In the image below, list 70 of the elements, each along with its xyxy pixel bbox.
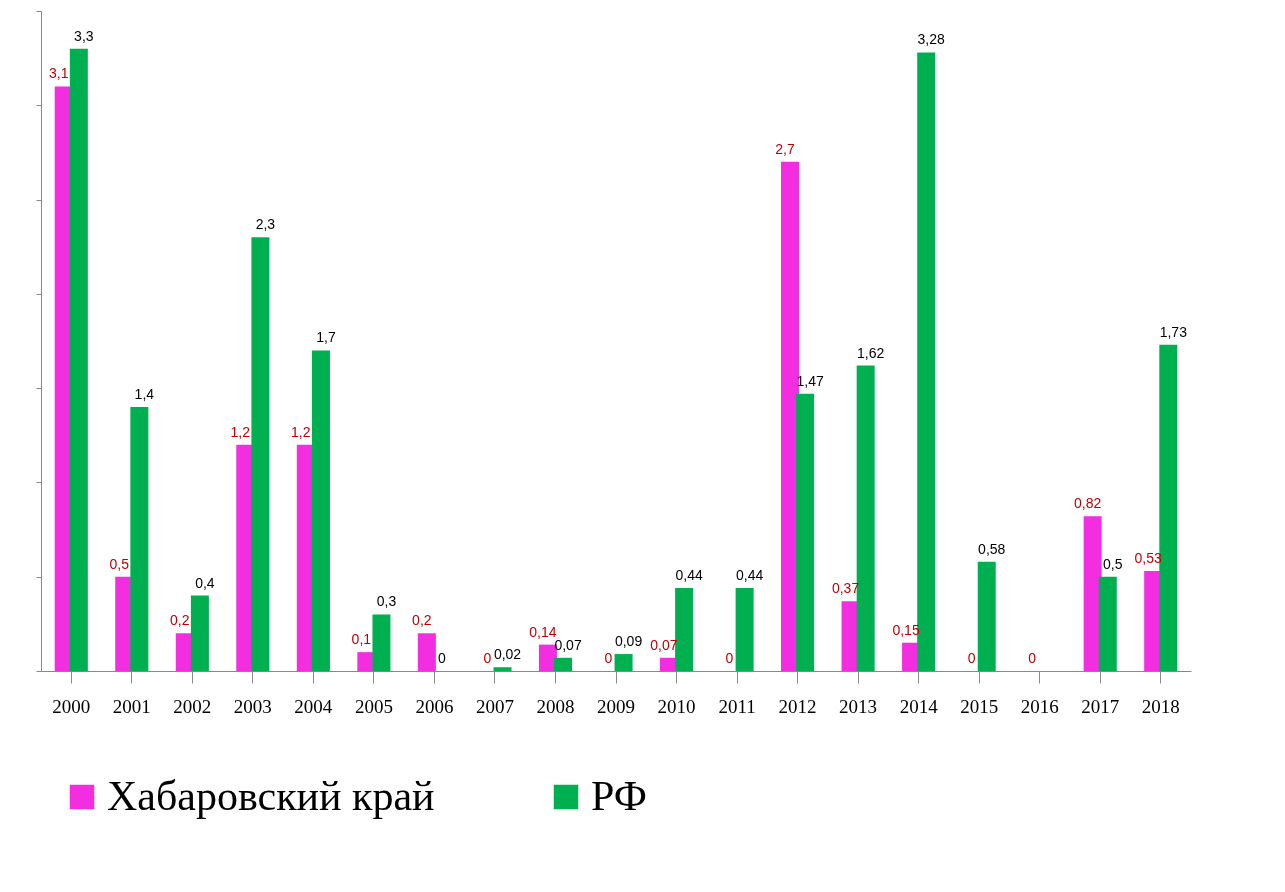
bar <box>251 237 270 671</box>
bar <box>554 657 573 671</box>
x-tick-label: 2008 <box>536 695 575 717</box>
x-tick-label: 2005 <box>354 695 393 717</box>
bar <box>1098 576 1117 671</box>
data-label: 0 <box>1028 650 1037 666</box>
data-label: 3,3 <box>74 27 94 44</box>
bar <box>69 48 88 671</box>
x-tick-label: 2013 <box>839 695 878 717</box>
bar <box>614 654 633 671</box>
data-label: 1,4 <box>134 386 155 402</box>
data-label: 0,14 <box>529 623 557 640</box>
data-label: 0,07 <box>554 636 582 653</box>
x-tick-label: 2015 <box>960 695 999 717</box>
data-label: 0,44 <box>735 567 764 584</box>
data-label: 0,2 <box>170 612 190 629</box>
bar <box>735 588 754 671</box>
bar <box>417 633 436 671</box>
bar <box>1083 516 1102 671</box>
data-label: 0 <box>725 650 734 666</box>
x-tick-label: 2018 <box>1141 695 1180 717</box>
x-tick-label: 2003 <box>233 695 272 717</box>
data-label: 1,7 <box>316 329 336 346</box>
bar <box>493 667 512 671</box>
data-label: 0,44 <box>675 567 703 584</box>
x-tick-label: 2009 <box>597 695 635 717</box>
x-tick-label: 2012 <box>778 695 817 717</box>
data-label: 0,09 <box>614 633 643 650</box>
x-tick-label: 2000 <box>52 695 91 717</box>
x-tick-label: 2016 <box>1020 695 1059 717</box>
x-tick-label: 2014 <box>899 695 939 717</box>
data-label: 1,62 <box>857 344 885 361</box>
data-label: 0,5 <box>1103 555 1123 572</box>
bar <box>977 561 996 671</box>
bar <box>311 350 330 671</box>
legend-label: РФ <box>591 773 647 819</box>
data-label: 0,2 <box>412 612 432 629</box>
x-tick-label: 2006 <box>415 695 454 717</box>
x-tick-label: 2002 <box>173 695 212 717</box>
data-label: 0,5 <box>109 555 130 572</box>
data-label: 0 <box>967 650 976 666</box>
x-tick-label: 2004 <box>294 695 333 717</box>
data-label: 0,82 <box>1074 495 1102 512</box>
data-label: 0 <box>604 650 613 666</box>
data-label: 3,1 <box>48 65 69 82</box>
data-label: 0,1 <box>351 631 372 648</box>
data-label: 0,4 <box>195 574 215 591</box>
data-label: 0,58 <box>978 540 1006 557</box>
data-label: 1,2 <box>291 423 311 440</box>
data-label: 2,7 <box>775 140 795 157</box>
data-label: 1,2 <box>230 423 251 440</box>
data-label: 0 <box>483 650 492 666</box>
bar <box>1159 344 1178 671</box>
x-tick-label: 2007 <box>475 695 514 717</box>
x-tick-label: 2017 <box>1081 695 1120 717</box>
x-tick-label: 2011 <box>718 695 756 717</box>
bar <box>372 614 391 671</box>
data-label: 2,3 <box>255 216 276 233</box>
data-label: 0,02 <box>493 646 522 663</box>
legend-label: Хабаровский край <box>107 773 435 819</box>
bar <box>796 393 815 671</box>
data-label: 3,28 <box>917 31 946 48</box>
x-tick-label: 2001 <box>112 695 151 717</box>
data-label: 1,73 <box>1159 323 1188 340</box>
bar <box>190 595 209 671</box>
x-tick-label: 2010 <box>657 695 696 717</box>
bar <box>130 407 149 671</box>
data-label: 0 <box>438 650 447 666</box>
data-label: 0,3 <box>376 593 397 610</box>
bar <box>675 588 694 671</box>
